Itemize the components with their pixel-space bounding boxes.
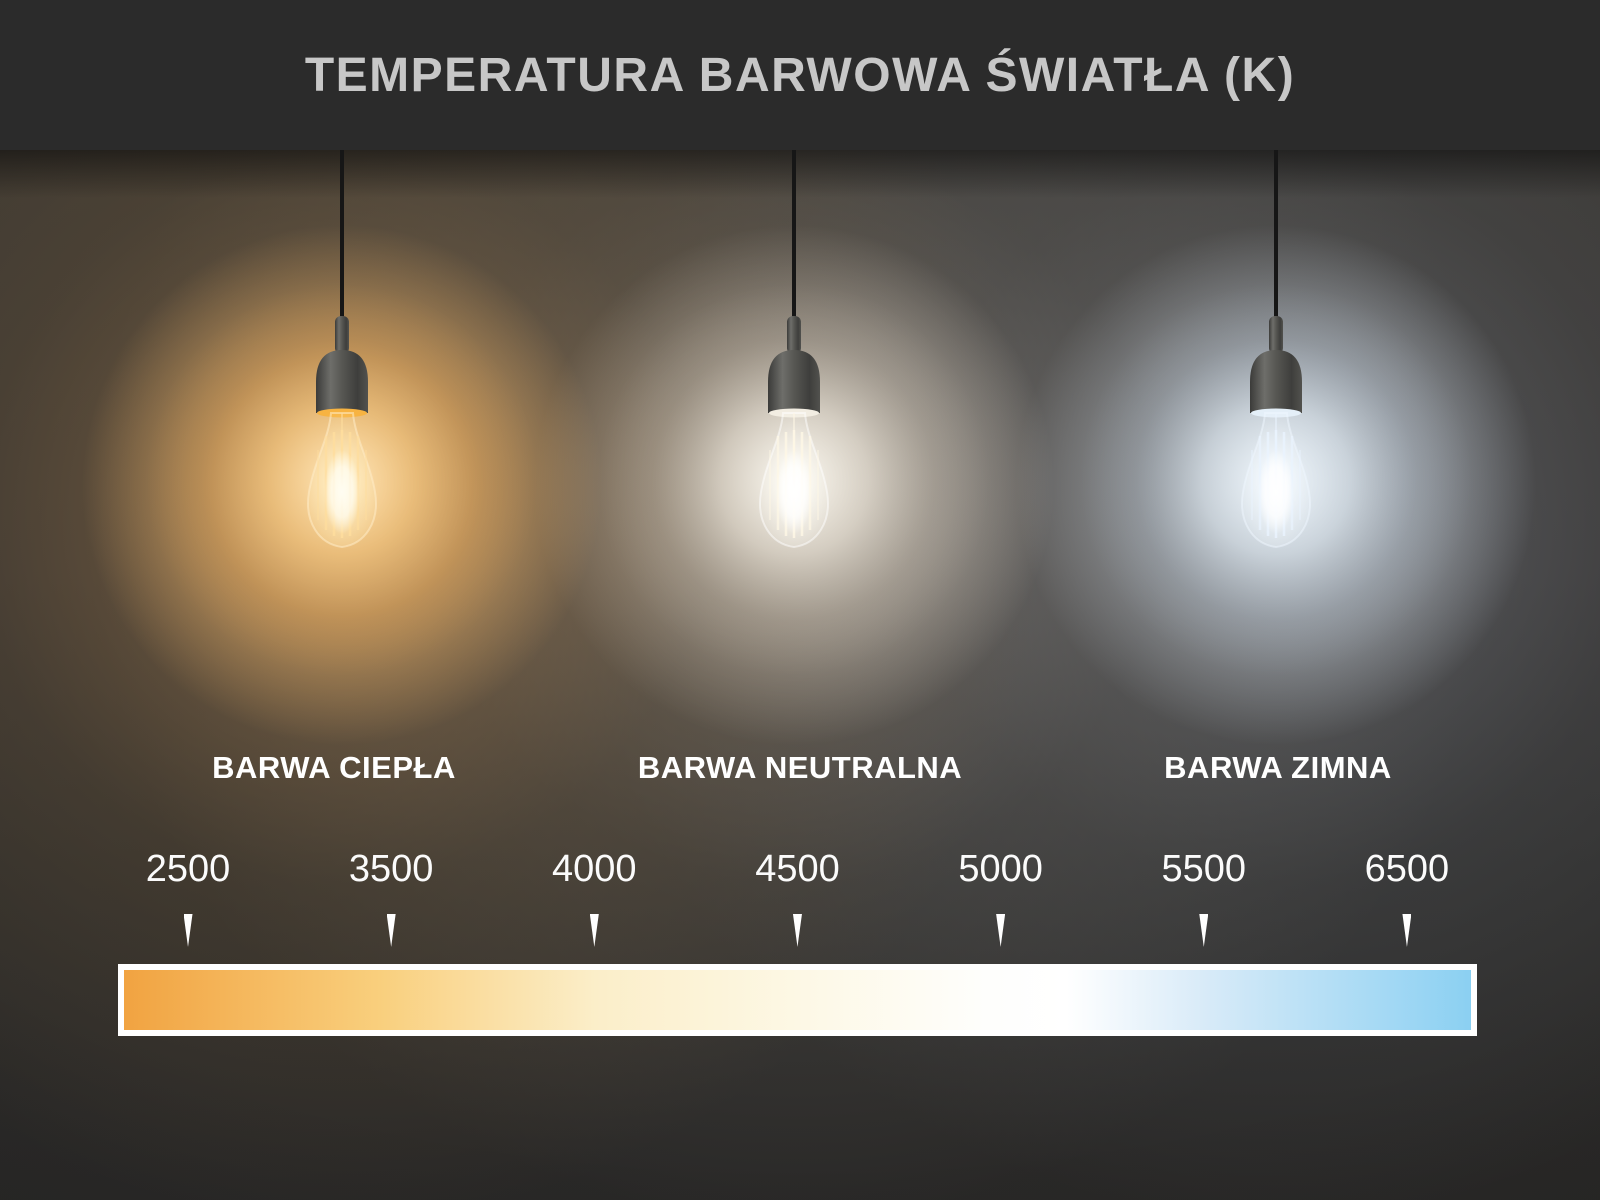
tick-value: 5000: [958, 848, 1043, 890]
tick-pointer-icon: [996, 914, 1006, 947]
pendant-bulb-warm: [142, 150, 542, 770]
lamp-socket: [1250, 350, 1302, 413]
tick-value: 3500: [348, 848, 434, 890]
tick-value: 5500: [1161, 848, 1247, 890]
filament-glow-core: [324, 450, 360, 534]
bulb-illustration-cold: [1080, 150, 1472, 676]
tick-pointer-icon: [589, 914, 599, 947]
tick-pointer-icon: [1199, 914, 1209, 947]
scale-tick-6500: 6500: [1337, 846, 1477, 947]
tick-value: 4000: [552, 848, 637, 890]
scale-tick-5500: 5500: [1134, 846, 1274, 947]
bulb-illustration-neutral: [598, 150, 990, 676]
pendant-bulb-neutral: [594, 150, 994, 770]
filament-glow-core: [1258, 450, 1294, 534]
tick-value: 4500: [755, 848, 840, 890]
scale-tick-5000: 5000: [931, 846, 1071, 947]
bulb-illustration-warm: [146, 150, 538, 676]
category-label-warm: BARWA CIEPŁA: [212, 750, 456, 785]
tick-pointer-icon: [1402, 914, 1412, 947]
cord-grip: [787, 316, 801, 354]
page-title: TEMPERATURA BARWOWA ŚWIATŁA (K): [304, 48, 1296, 102]
tick-value: 2500: [145, 848, 231, 890]
category-label-cold: BARWA ZIMNA: [1164, 750, 1392, 785]
scale-tick-2500: 2500: [118, 846, 258, 947]
temperature-gradient-bar: [118, 964, 1477, 1036]
tick-pointer-icon: [792, 914, 802, 947]
lamp-socket: [768, 350, 820, 413]
cord-grip: [1269, 316, 1283, 354]
tick-pointer-icon: [183, 914, 193, 947]
temperature-ticks-row: 2500 3500 4000 4500 5000 5500 6500: [118, 846, 1477, 947]
cord-grip: [335, 316, 349, 354]
temperature-gradient: [124, 970, 1471, 1030]
pendant-bulb-cold: [1076, 150, 1476, 770]
tick-pointer-icon: [386, 914, 396, 947]
tick-value: 6500: [1364, 848, 1450, 890]
filament-glow-core: [776, 450, 812, 534]
scale-tick-4000: 4000: [524, 846, 664, 947]
header: TEMPERATURA BARWOWA ŚWIATŁA (K): [0, 0, 1600, 150]
scale-tick-4500: 4500: [727, 846, 867, 947]
category-label-neutral: BARWA NEUTRALNA: [637, 750, 963, 785]
lamp-socket: [316, 350, 368, 413]
scale-tick-3500: 3500: [321, 846, 461, 947]
